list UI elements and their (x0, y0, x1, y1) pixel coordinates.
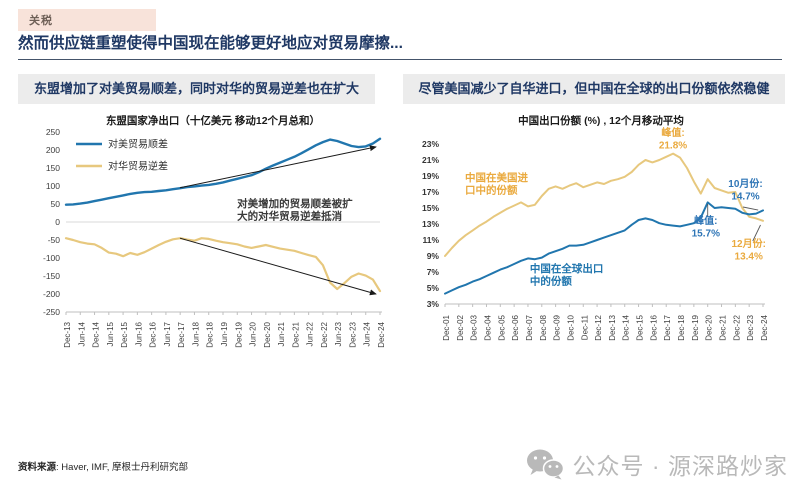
svg-text:-250: -250 (43, 307, 60, 317)
svg-text:中国在全球出口中的份额: 中国在全球出口中的份额 (530, 262, 604, 288)
right-panel-header: 尽管美国减少了自华进口，但中国在全球的出口份额依然稳健 (403, 74, 785, 104)
svg-text:Dec-11: Dec-11 (580, 314, 589, 340)
svg-text:Dec-18: Dec-18 (206, 321, 215, 347)
page-title: 然而供应链重塑使得中国现在能够更好地应对贸易摩擦... (18, 31, 782, 60)
svg-text:Jun-23: Jun-23 (334, 321, 343, 346)
svg-text:Dec-21: Dec-21 (719, 314, 728, 340)
svg-text:Dec-22: Dec-22 (320, 321, 329, 347)
svg-text:Dec-09: Dec-09 (553, 314, 562, 340)
svg-text:-150: -150 (43, 271, 60, 281)
svg-text:150: 150 (46, 163, 60, 173)
svg-text:Jun-24: Jun-24 (363, 321, 372, 346)
svg-text:17%: 17% (422, 187, 439, 197)
svg-text:Dec-02: Dec-02 (456, 314, 465, 340)
svg-text:东盟国家净出口（十亿美元 移动12个月总和）: 东盟国家净出口（十亿美元 移动12个月总和） (106, 114, 320, 127)
svg-text:Jun-21: Jun-21 (277, 321, 286, 346)
svg-text:Dec-07: Dec-07 (525, 314, 534, 340)
svg-text:Dec-04: Dec-04 (484, 314, 493, 340)
svg-text:Jun-19: Jun-19 (220, 321, 229, 346)
svg-text:峰值:21.8%: 峰值: 21.8% (659, 126, 687, 152)
svg-text:Dec-19: Dec-19 (691, 314, 700, 340)
svg-text:10月份:14.7%: 10月份: 14.7% (728, 177, 762, 203)
watermark-text: 公众号 · 源深路炒家 (572, 453, 788, 479)
svg-text:Dec-23: Dec-23 (746, 314, 755, 340)
svg-text:Dec-14: Dec-14 (92, 321, 101, 347)
svg-text:7%: 7% (427, 267, 440, 277)
svg-text:13%: 13% (422, 219, 439, 229)
svg-text:Dec-10: Dec-10 (566, 314, 575, 340)
svg-text:对美增加的贸易顺差被扩大的对华贸易逆差抵消: 对美增加的贸易顺差被扩大的对华贸易逆差抵消 (237, 197, 353, 223)
svg-text:Jun-14: Jun-14 (77, 321, 86, 346)
svg-text:Jun-15: Jun-15 (106, 321, 115, 346)
svg-text:Dec-17: Dec-17 (663, 314, 672, 340)
svg-text:Jun-16: Jun-16 (134, 321, 143, 346)
svg-text:峰值:15.7%: 峰值: 15.7% (692, 214, 720, 240)
svg-text:对华贸易逆差: 对华贸易逆差 (108, 160, 168, 173)
svg-text:Dec-24: Dec-24 (760, 314, 769, 340)
svg-text:19%: 19% (422, 171, 439, 181)
svg-text:Dec-15: Dec-15 (636, 314, 645, 340)
source-label: 资料来源 (18, 462, 57, 473)
svg-text:中国在美国进口中的份额: 中国在美国进口中的份额 (465, 171, 528, 197)
svg-text:250: 250 (46, 127, 60, 137)
svg-text:12月份:13.4%: 12月份: 13.4% (731, 237, 765, 263)
svg-text:-200: -200 (43, 289, 60, 299)
svg-text:Dec-13: Dec-13 (63, 321, 72, 347)
svg-text:Dec-06: Dec-06 (511, 314, 520, 340)
source-text: : Haver, IMF, 摩根士丹利研究部 (56, 462, 188, 473)
svg-text:Dec-08: Dec-08 (539, 314, 548, 340)
svg-text:Dec-13: Dec-13 (608, 314, 617, 340)
svg-text:-50: -50 (48, 235, 61, 245)
svg-text:23%: 23% (422, 139, 439, 149)
svg-text:Dec-20: Dec-20 (263, 321, 272, 347)
svg-text:Jun-22: Jun-22 (306, 321, 315, 346)
svg-text:Dec-20: Dec-20 (705, 314, 714, 340)
svg-text:Dec-03: Dec-03 (470, 314, 479, 340)
svg-text:Dec-17: Dec-17 (177, 321, 186, 347)
svg-text:Dec-05: Dec-05 (497, 314, 506, 340)
source-note: 资料来源: Haver, IMF, 摩根士丹利研究部 (18, 459, 188, 473)
topic-tag-label: 关税 (29, 15, 53, 27)
svg-text:Dec-14: Dec-14 (622, 314, 631, 340)
svg-text:11%: 11% (422, 235, 439, 245)
svg-text:Jun-18: Jun-18 (192, 321, 201, 346)
svg-text:3%: 3% (427, 299, 440, 309)
svg-text:Dec-24: Dec-24 (377, 321, 386, 347)
svg-text:Dec-15: Dec-15 (120, 321, 129, 347)
wechat-icon (526, 449, 564, 480)
svg-text:Dec-12: Dec-12 (594, 314, 603, 340)
svg-text:Jun-17: Jun-17 (163, 321, 172, 346)
watermark: 公众号 · 源深路炒家 (526, 445, 788, 483)
svg-text:中国出口份额 (%) , 12个月移动平均: 中国出口份额 (%) , 12个月移动平均 (518, 114, 684, 127)
svg-text:Dec-01: Dec-01 (442, 314, 451, 340)
svg-text:200: 200 (46, 145, 60, 155)
svg-text:Dec-23: Dec-23 (349, 321, 358, 347)
svg-text:Jun-20: Jun-20 (249, 321, 258, 346)
svg-text:-100: -100 (43, 253, 60, 263)
left-panel-header: 东盟增加了对美贸易顺差，同时对华的贸易逆差也在扩大 (18, 74, 375, 104)
svg-text:0: 0 (55, 217, 60, 227)
svg-text:对美贸易顺差: 对美贸易顺差 (108, 138, 168, 151)
svg-text:5%: 5% (427, 283, 440, 293)
svg-text:Dec-16: Dec-16 (649, 314, 658, 340)
svg-text:Dec-19: Dec-19 (234, 321, 243, 347)
svg-text:Dec-21: Dec-21 (291, 321, 300, 347)
svg-text:15%: 15% (422, 203, 439, 213)
svg-text:100: 100 (46, 181, 60, 191)
svg-text:21%: 21% (422, 155, 439, 165)
svg-text:50: 50 (51, 199, 61, 209)
china-export-share-chart: 中国出口份额 (%) , 12个月移动平均 23% 21% 19% 17% 15% 13% 1… (422, 114, 769, 341)
asean-net-exports-chart: 东盟国家净出口（十亿美元 移动12个月总和） 250 200 150 100 50 0 -50… (43, 114, 386, 348)
svg-text:9%: 9% (427, 251, 440, 261)
svg-text:Dec-18: Dec-18 (677, 314, 686, 340)
topic-tag: 关税 (18, 9, 156, 31)
svg-text:Dec-16: Dec-16 (149, 321, 158, 347)
svg-text:Dec-22: Dec-22 (732, 314, 741, 340)
